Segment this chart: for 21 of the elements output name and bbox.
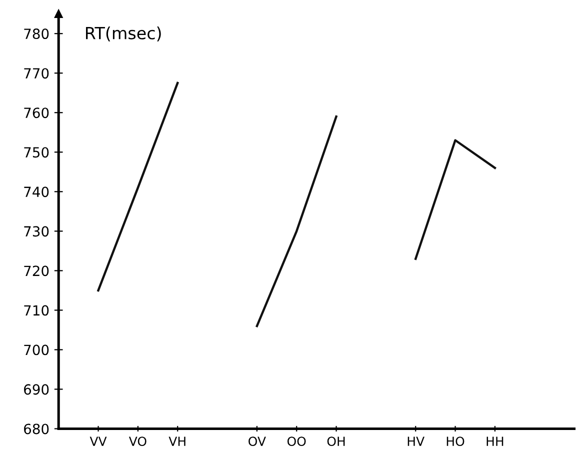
y-tick-label: 690 xyxy=(24,384,49,395)
x-tick-label: VO xyxy=(128,436,146,446)
y-tick-label: 760 xyxy=(24,108,49,118)
x-tick-label: VV xyxy=(90,436,107,446)
y-tick-label: 710 xyxy=(24,305,49,316)
y-tick-label: 750 xyxy=(24,147,49,158)
x-tick-label: HO xyxy=(446,436,464,446)
y-axis-title: RT(msec) xyxy=(86,26,161,42)
x-tick-label: OH xyxy=(327,436,345,446)
x-tick-label: HV xyxy=(408,436,424,446)
x-tick-label: HH xyxy=(486,436,504,446)
y-tick-label: 700 xyxy=(24,344,49,356)
x-tick-label: OV xyxy=(248,436,266,446)
x-tick-label: VH xyxy=(168,436,186,446)
y-tick-label: 770 xyxy=(24,68,49,79)
y-tick-label: 740 xyxy=(24,186,49,198)
y-tick-label: 720 xyxy=(24,266,49,276)
x-tick-label: OO xyxy=(287,436,306,446)
y-tick-label: 680 xyxy=(24,424,49,434)
y-tick-label: 780 xyxy=(24,28,49,40)
y-tick-label: 730 xyxy=(24,226,49,237)
